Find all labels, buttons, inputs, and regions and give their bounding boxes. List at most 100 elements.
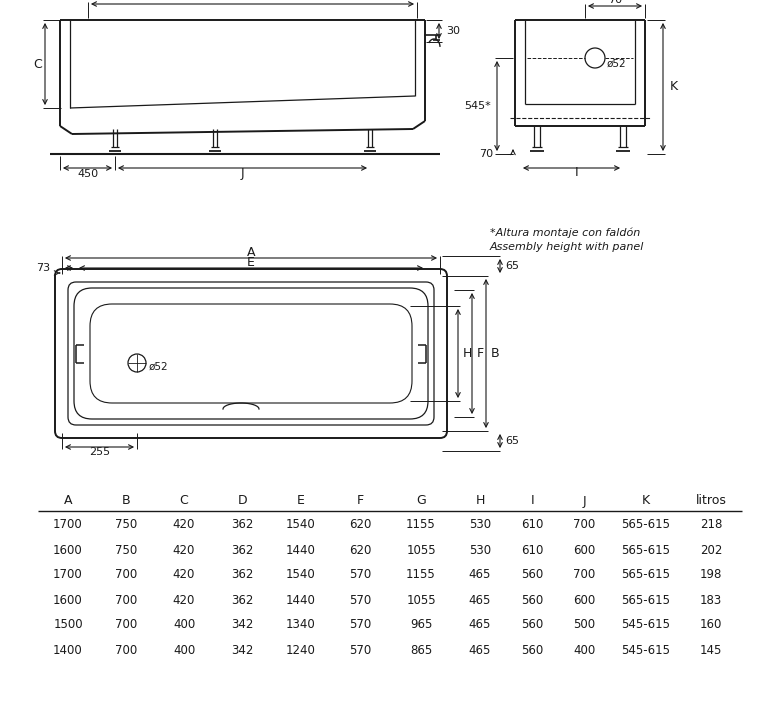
Text: 450: 450 bbox=[77, 169, 98, 179]
Text: 965: 965 bbox=[410, 619, 432, 632]
Text: 198: 198 bbox=[700, 568, 723, 582]
Text: 570: 570 bbox=[349, 643, 371, 656]
Text: 700: 700 bbox=[573, 568, 596, 582]
Text: 1440: 1440 bbox=[286, 544, 316, 557]
Text: C: C bbox=[179, 494, 188, 507]
Text: ø52: ø52 bbox=[149, 362, 169, 372]
Text: C: C bbox=[34, 57, 43, 70]
Text: E: E bbox=[297, 494, 305, 507]
Text: 218: 218 bbox=[700, 518, 723, 531]
Text: 560: 560 bbox=[521, 593, 543, 606]
Text: 545*: 545* bbox=[464, 101, 491, 111]
Text: 545-615: 545-615 bbox=[622, 619, 671, 632]
Text: 420: 420 bbox=[172, 568, 195, 582]
Text: I: I bbox=[531, 494, 534, 507]
Text: 570: 570 bbox=[349, 593, 371, 606]
Text: H: H bbox=[475, 494, 485, 507]
Text: 400: 400 bbox=[173, 619, 195, 632]
Text: 560: 560 bbox=[521, 568, 543, 582]
Text: 1600: 1600 bbox=[53, 544, 83, 557]
Text: 545-615: 545-615 bbox=[622, 643, 671, 656]
Text: 1700: 1700 bbox=[53, 518, 83, 531]
Text: 750: 750 bbox=[115, 544, 137, 557]
Text: 565-615: 565-615 bbox=[622, 568, 671, 582]
Text: 145: 145 bbox=[700, 643, 723, 656]
Text: 465: 465 bbox=[468, 593, 491, 606]
Text: B: B bbox=[122, 494, 130, 507]
Text: 183: 183 bbox=[700, 593, 722, 606]
Text: 570: 570 bbox=[349, 568, 371, 582]
Text: G: G bbox=[248, 0, 257, 4]
Text: 700: 700 bbox=[115, 568, 137, 582]
Text: 1500: 1500 bbox=[53, 619, 83, 632]
Text: 700: 700 bbox=[115, 643, 137, 656]
Text: 420: 420 bbox=[172, 593, 195, 606]
Text: 362: 362 bbox=[231, 593, 253, 606]
Text: 500: 500 bbox=[574, 619, 596, 632]
Text: 700: 700 bbox=[115, 619, 137, 632]
Text: 73: 73 bbox=[36, 263, 50, 273]
Text: 1240: 1240 bbox=[286, 643, 316, 656]
Text: Assembly height with panel: Assembly height with panel bbox=[490, 242, 645, 252]
Text: 465: 465 bbox=[468, 643, 491, 656]
Text: 65: 65 bbox=[505, 436, 519, 446]
Text: 865: 865 bbox=[410, 643, 432, 656]
Text: 30: 30 bbox=[446, 26, 460, 36]
Text: 70: 70 bbox=[608, 0, 622, 5]
Text: 342: 342 bbox=[231, 619, 253, 632]
Text: ø52: ø52 bbox=[607, 59, 626, 69]
Text: litros: litros bbox=[696, 494, 726, 507]
Text: 362: 362 bbox=[231, 544, 253, 557]
Text: 1400: 1400 bbox=[53, 643, 83, 656]
Text: 600: 600 bbox=[573, 544, 596, 557]
Text: 600: 600 bbox=[573, 593, 596, 606]
Text: 465: 465 bbox=[468, 619, 491, 632]
Text: 70: 70 bbox=[479, 149, 493, 159]
Text: 700: 700 bbox=[573, 518, 596, 531]
Text: 342: 342 bbox=[231, 643, 253, 656]
Text: 1340: 1340 bbox=[286, 619, 316, 632]
Text: *Altura montaje con faldón: *Altura montaje con faldón bbox=[490, 228, 640, 239]
Text: I: I bbox=[575, 166, 578, 179]
Text: J: J bbox=[583, 494, 586, 507]
Text: A: A bbox=[246, 245, 256, 258]
Text: 1440: 1440 bbox=[286, 593, 316, 606]
Text: 1155: 1155 bbox=[406, 568, 436, 582]
Text: A: A bbox=[64, 494, 72, 507]
Text: K: K bbox=[670, 81, 678, 94]
Text: 65: 65 bbox=[505, 261, 519, 271]
Text: K: K bbox=[642, 494, 650, 507]
Text: 565-615: 565-615 bbox=[622, 544, 671, 557]
Text: 1055: 1055 bbox=[406, 593, 436, 606]
Text: G: G bbox=[416, 494, 426, 507]
Text: 570: 570 bbox=[349, 619, 371, 632]
Text: H: H bbox=[463, 347, 472, 360]
Text: 620: 620 bbox=[349, 518, 371, 531]
Text: J: J bbox=[240, 168, 244, 181]
Text: 1700: 1700 bbox=[53, 568, 83, 582]
Text: 400: 400 bbox=[573, 643, 596, 656]
FancyBboxPatch shape bbox=[55, 269, 447, 438]
Text: 420: 420 bbox=[172, 518, 195, 531]
Text: 1055: 1055 bbox=[406, 544, 436, 557]
Text: 1540: 1540 bbox=[286, 518, 316, 531]
Text: 565-615: 565-615 bbox=[622, 518, 671, 531]
Text: D: D bbox=[238, 494, 247, 507]
Text: 610: 610 bbox=[521, 544, 544, 557]
Text: 610: 610 bbox=[521, 518, 544, 531]
Text: B: B bbox=[491, 347, 500, 360]
Text: 1600: 1600 bbox=[53, 593, 83, 606]
Text: F: F bbox=[356, 494, 363, 507]
Text: 362: 362 bbox=[231, 518, 253, 531]
Text: 400: 400 bbox=[173, 643, 195, 656]
Text: 620: 620 bbox=[349, 544, 371, 557]
Text: 465: 465 bbox=[468, 568, 491, 582]
Text: 1155: 1155 bbox=[406, 518, 436, 531]
Text: 560: 560 bbox=[521, 619, 543, 632]
Text: 255: 255 bbox=[89, 447, 110, 457]
Text: 530: 530 bbox=[469, 544, 491, 557]
Text: 362: 362 bbox=[231, 568, 253, 582]
Text: 160: 160 bbox=[700, 619, 723, 632]
Text: 1540: 1540 bbox=[286, 568, 316, 582]
Text: 565-615: 565-615 bbox=[622, 593, 671, 606]
